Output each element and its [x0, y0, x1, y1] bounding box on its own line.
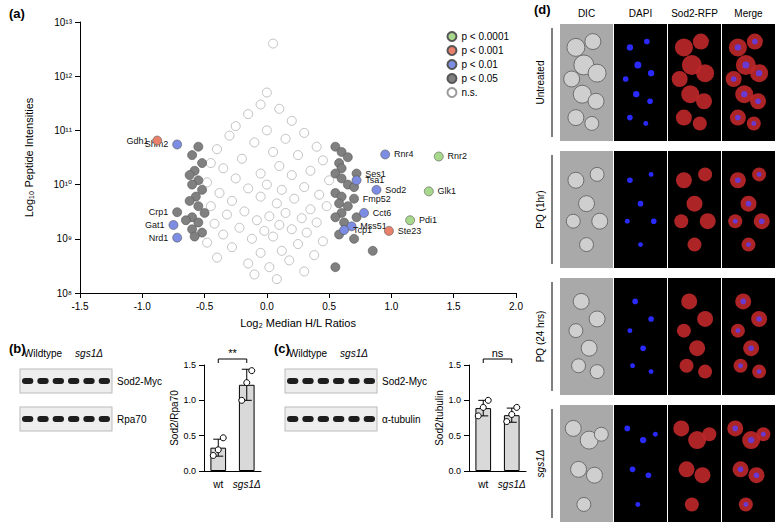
svg-text:wt: wt — [212, 479, 223, 490]
svg-text:Tsa1: Tsa1 — [365, 175, 384, 185]
svg-text:2.0: 2.0 — [509, 301, 523, 312]
svg-text:Sod2-Myc: Sod2-Myc — [117, 376, 162, 387]
svg-text:10¹³: 10¹³ — [54, 17, 72, 28]
svg-text:ns: ns — [492, 347, 504, 359]
svg-text:1.0: 1.0 — [183, 395, 196, 405]
svg-text:-1.0: -1.0 — [134, 301, 152, 312]
svg-text:Rnr4: Rnr4 — [394, 149, 414, 159]
svg-text:n.s.: n.s. — [461, 87, 477, 98]
svg-text:PQ (24 hrs): PQ (24 hrs) — [535, 311, 546, 363]
svg-text:Rpa70: Rpa70 — [117, 414, 147, 425]
svg-text:1.5: 1.5 — [447, 301, 461, 312]
svg-text:**: ** — [228, 347, 237, 359]
svg-text:Wildtype: Wildtype — [24, 348, 63, 359]
svg-text:Untreated: Untreated — [535, 61, 546, 105]
svg-text:10¹¹: 10¹¹ — [54, 125, 72, 136]
svg-text:DAPI: DAPI — [629, 8, 652, 19]
svg-text:Sod2: Sod2 — [385, 185, 406, 195]
svg-text:Gat1: Gat1 — [145, 220, 165, 230]
svg-text:0.5: 0.5 — [448, 431, 461, 441]
svg-text:PQ (1hr): PQ (1hr) — [535, 190, 546, 228]
svg-text:Nrd1: Nrd1 — [149, 233, 169, 243]
svg-text:Mss51: Mss51 — [360, 221, 387, 232]
svg-text:Ste23: Ste23 — [398, 226, 422, 236]
svg-text:α-tubulin: α-tubulin — [382, 414, 421, 425]
svg-text:10¹⁰: 10¹⁰ — [54, 179, 72, 190]
svg-text:sgs1Δ: sgs1Δ — [498, 479, 526, 490]
svg-text:Glk1: Glk1 — [438, 186, 457, 196]
svg-text:Crp1: Crp1 — [149, 207, 169, 217]
svg-text:0.0: 0.0 — [448, 466, 461, 476]
svg-text:Merge: Merge — [734, 8, 763, 19]
svg-text:p < 0.001: p < 0.001 — [461, 45, 503, 56]
svg-text:wt: wt — [477, 479, 488, 490]
svg-text:Sod2-Myc: Sod2-Myc — [382, 376, 427, 387]
svg-text:sgs1Δ: sgs1Δ — [340, 348, 368, 359]
svg-text:Pdi1: Pdi1 — [419, 215, 437, 225]
svg-text:1.0: 1.0 — [384, 301, 398, 312]
svg-text:0.0: 0.0 — [183, 466, 196, 476]
svg-text:sgs1Δ: sgs1Δ — [233, 479, 261, 490]
svg-text:(c): (c) — [274, 341, 290, 356]
svg-text:1.5: 1.5 — [183, 360, 196, 370]
svg-text:sgs1Δ: sgs1Δ — [75, 348, 103, 359]
svg-text:p < 0.01: p < 0.01 — [461, 59, 498, 70]
svg-text:-0.5: -0.5 — [196, 301, 214, 312]
svg-text:Ses1: Ses1 — [365, 168, 386, 179]
svg-text:Fmp52: Fmp52 — [363, 194, 391, 204]
svg-text:-1.5: -1.5 — [71, 301, 89, 312]
svg-text:(d): (d) — [534, 2, 551, 17]
svg-text:Log₂ Median H/L Ratios: Log₂ Median H/L Ratios — [240, 317, 356, 329]
svg-text:Tcp1: Tcp1 — [353, 225, 372, 235]
svg-text:0.0: 0.0 — [260, 301, 274, 312]
svg-text:Rnr2: Rnr2 — [448, 151, 468, 161]
svg-text:Wildtype: Wildtype — [289, 348, 328, 359]
svg-text:Gdh1: Gdh1 — [126, 136, 148, 146]
svg-text:DIC: DIC — [578, 8, 595, 19]
svg-text:sgs1Δ: sgs1Δ — [535, 449, 546, 477]
svg-text:Cct6: Cct6 — [373, 208, 392, 218]
svg-text:1.5: 1.5 — [448, 360, 461, 370]
svg-text:Log₁₀ Peptide Intensities: Log₁₀ Peptide Intensities — [23, 97, 35, 217]
svg-text:(b): (b) — [9, 341, 26, 356]
svg-text:Sod2/tubulin: Sod2/tubulin — [434, 390, 445, 446]
svg-text:0.5: 0.5 — [183, 431, 196, 441]
svg-text:10⁸: 10⁸ — [57, 288, 72, 299]
svg-text:Sod2-RFP: Sod2-RFP — [671, 8, 718, 19]
svg-text:0.5: 0.5 — [322, 301, 336, 312]
svg-text:p < 0.05: p < 0.05 — [461, 73, 498, 84]
svg-text:p < 0.0001: p < 0.0001 — [461, 31, 509, 42]
svg-text:10⁹: 10⁹ — [57, 233, 72, 244]
svg-text:1.0: 1.0 — [448, 395, 461, 405]
svg-text:(a): (a) — [9, 6, 25, 21]
svg-text:10¹²: 10¹² — [54, 71, 72, 82]
svg-text:Sod2/Rpa70: Sod2/Rpa70 — [169, 390, 180, 446]
